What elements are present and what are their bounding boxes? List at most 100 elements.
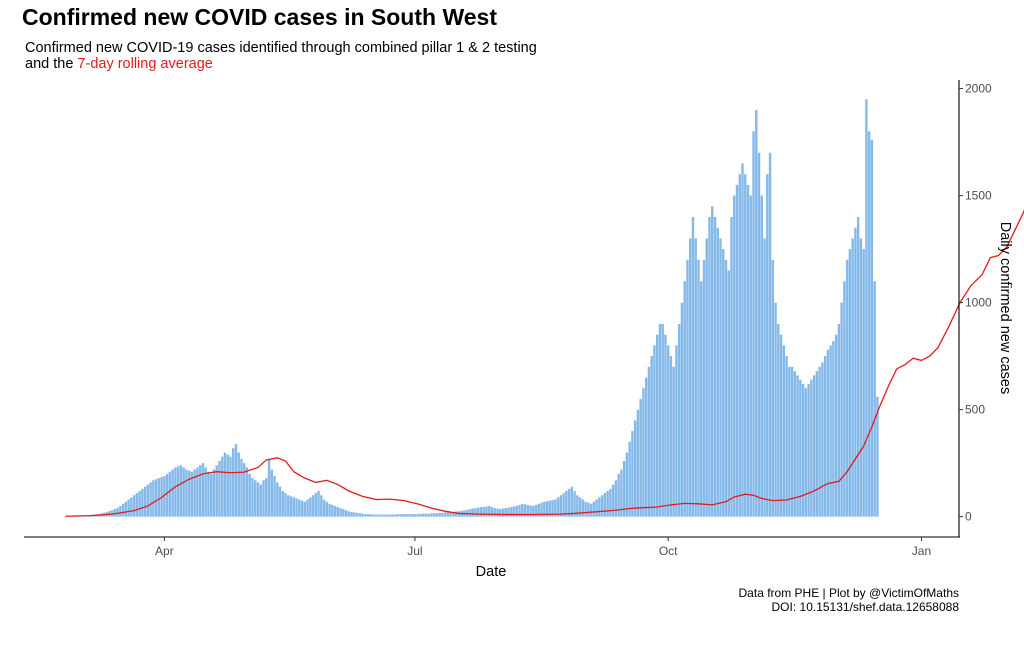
- chart-title: Confirmed new COVID cases in South West: [22, 4, 497, 30]
- bar: [410, 514, 414, 517]
- bar: [427, 513, 430, 517]
- subtitle-line2-highlight: 7-day rolling average: [77, 56, 213, 72]
- bar: [876, 396, 879, 517]
- bar: [325, 501, 329, 517]
- bar: [672, 366, 675, 517]
- caption: Data from PHE | Plot by @VictimOfMaths D…: [739, 586, 959, 614]
- bar: [815, 371, 819, 517]
- bar: [488, 505, 491, 517]
- bar: [788, 366, 791, 517]
- bar: [270, 469, 273, 517]
- bar: [408, 514, 411, 517]
- bar: [581, 499, 585, 517]
- bar: [826, 349, 830, 517]
- bar: [281, 490, 284, 517]
- bar: [496, 508, 499, 517]
- bar: [121, 503, 125, 517]
- bar: [507, 507, 510, 517]
- bar: [276, 482, 279, 517]
- bar: [782, 345, 786, 517]
- bar: [397, 514, 400, 517]
- bar: [631, 431, 634, 517]
- x-tick-label: Jul: [407, 544, 422, 558]
- bar: [499, 508, 502, 517]
- bar: [273, 476, 276, 517]
- bar: [812, 375, 816, 517]
- bar: [587, 502, 590, 517]
- bar: [254, 480, 257, 517]
- bar: [311, 495, 315, 517]
- bar: [843, 281, 846, 517]
- bar: [655, 334, 659, 517]
- bar: [336, 507, 340, 517]
- bar: [856, 216, 860, 517]
- bar: [455, 511, 458, 517]
- bar: [309, 497, 312, 517]
- bar: [116, 507, 119, 517]
- bar: [366, 514, 370, 517]
- bar: [143, 486, 147, 517]
- bar: [303, 501, 307, 517]
- bar: [611, 484, 615, 517]
- bar: [344, 510, 348, 517]
- bar: [339, 508, 342, 517]
- bar: [845, 259, 849, 517]
- bar: [479, 507, 483, 517]
- bar: [617, 473, 620, 517]
- x-tick-label: Jan: [912, 544, 931, 558]
- bar: [777, 324, 780, 517]
- bar: [333, 505, 337, 517]
- bar: [801, 383, 805, 517]
- bar: [399, 514, 403, 517]
- bar: [212, 469, 216, 517]
- bar: [851, 238, 854, 517]
- bar: [113, 508, 117, 517]
- bar: [603, 493, 607, 517]
- bar: [510, 507, 513, 517]
- bar: [837, 324, 841, 517]
- bar: [576, 495, 579, 517]
- bar: [298, 499, 301, 517]
- bar: [196, 467, 199, 517]
- bar: [548, 500, 552, 517]
- bar: [771, 259, 775, 517]
- bar: [163, 476, 166, 517]
- bar: [625, 452, 629, 517]
- bar: [755, 109, 758, 517]
- bar: [353, 512, 356, 517]
- bar: [821, 362, 824, 517]
- bar: [432, 513, 436, 517]
- bar: [683, 281, 686, 517]
- bar: [534, 504, 538, 517]
- bar: [154, 479, 158, 517]
- bar: [551, 499, 554, 517]
- caption-doi: DOI: 10.15131/shef.data.12658088: [771, 600, 959, 614]
- bar: [485, 506, 488, 517]
- bar: [592, 501, 596, 517]
- bar: [130, 497, 133, 517]
- bar: [620, 469, 623, 517]
- bar: [300, 500, 304, 517]
- bar: [689, 238, 692, 517]
- bar: [152, 480, 155, 517]
- chart-subtitle: Confirmed new COVID-19 cases identified …: [25, 40, 537, 72]
- bar: [132, 495, 136, 517]
- subtitle-line2-prefix: and the: [25, 56, 78, 72]
- bar: [287, 495, 290, 517]
- bar: [190, 471, 194, 517]
- bar: [810, 379, 813, 517]
- bar: [697, 259, 700, 517]
- bar: [562, 493, 565, 517]
- bar: [419, 513, 422, 517]
- x-ticks-group: Apr Jul Oct Jan: [155, 537, 931, 558]
- bars-group: [77, 99, 879, 517]
- bar: [388, 514, 392, 517]
- bar: [865, 99, 868, 517]
- bar: [515, 505, 518, 517]
- bar: [149, 482, 152, 517]
- bar: [135, 493, 139, 517]
- bar: [644, 377, 648, 517]
- y-tick-label: 500: [965, 403, 985, 417]
- bar: [840, 302, 843, 517]
